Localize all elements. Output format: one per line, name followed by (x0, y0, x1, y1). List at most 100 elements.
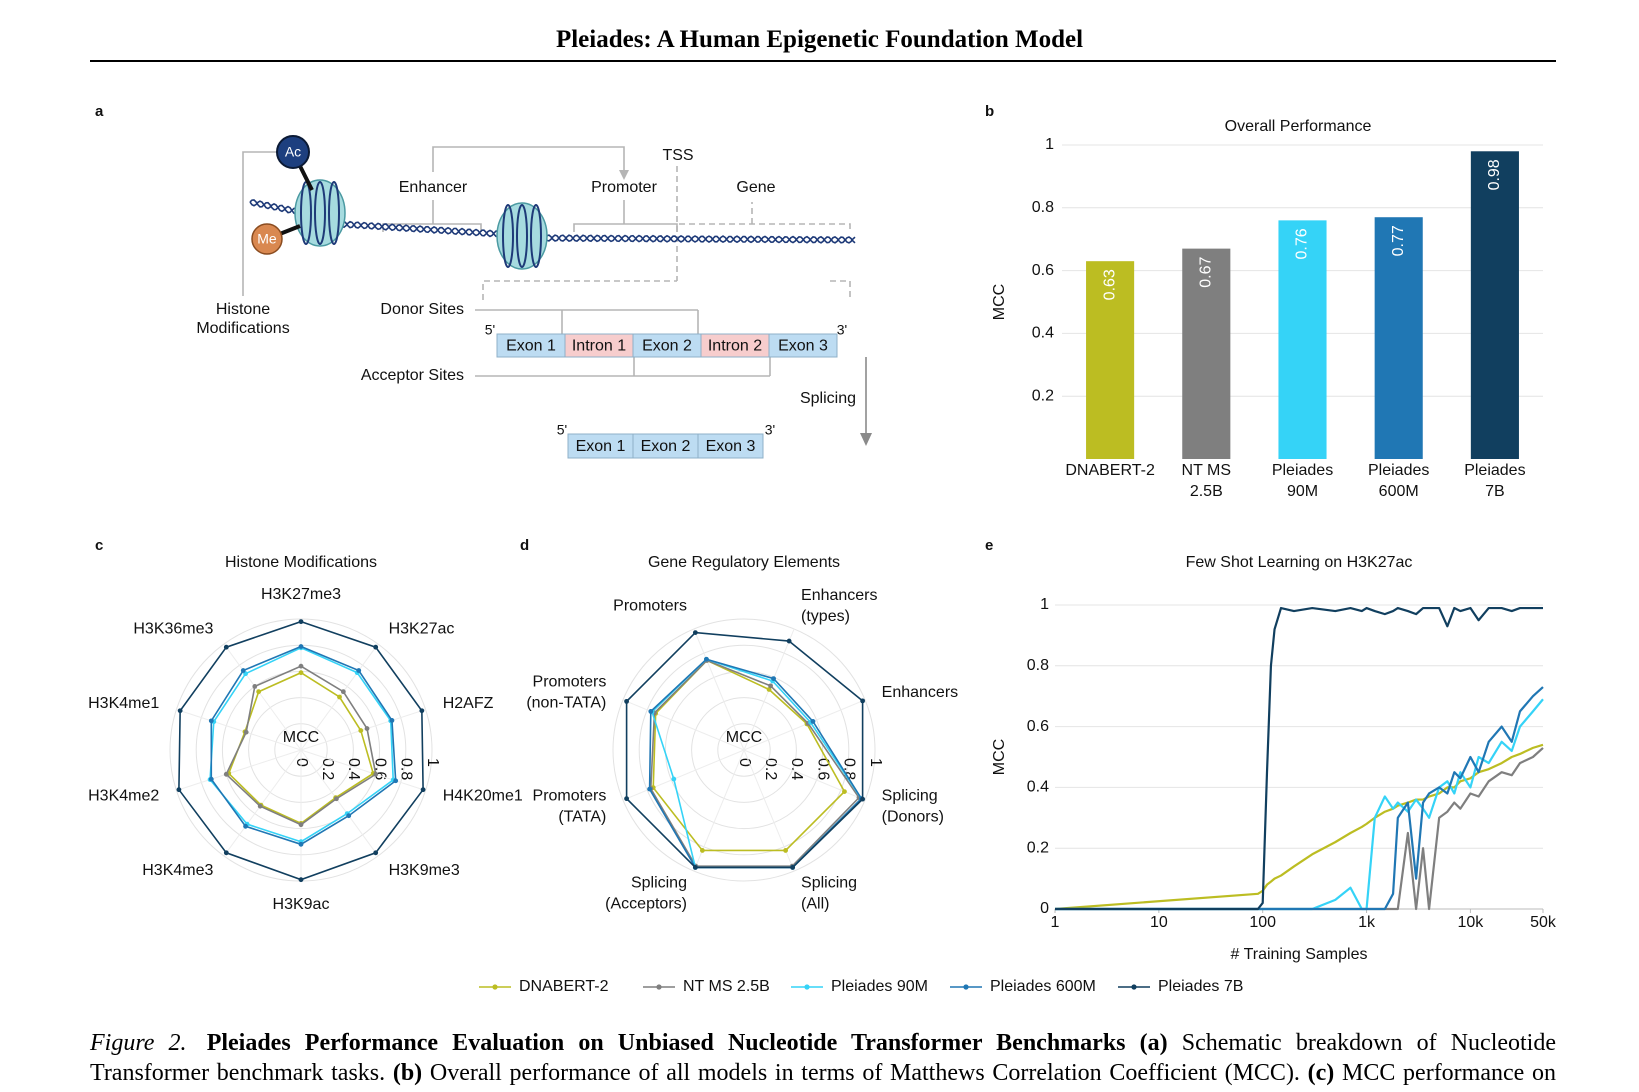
x-axis-label: # Training Samples (1231, 946, 1368, 963)
donor-label: Donor Sites (380, 301, 464, 318)
three-prime: 3' (837, 322, 847, 338)
grid-circle (612, 618, 876, 882)
axis-label: Promoters (533, 788, 607, 805)
x-tick-label: 1 (1051, 914, 1060, 931)
r-tick-label: 0.6 (814, 758, 831, 780)
radar-point (208, 718, 214, 724)
segment-label: Exon 2 (642, 338, 692, 355)
radar-point (208, 776, 214, 782)
axis-label: H3K4me1 (88, 695, 159, 712)
radar-point (223, 850, 229, 856)
x-tick-label: 7B (1485, 483, 1505, 500)
line-series (1055, 747, 1544, 911)
grid-circle (691, 697, 797, 803)
radar-line (652, 659, 846, 852)
promoter-bracket (573, 200, 678, 232)
splicing-label: Splicing (800, 390, 856, 407)
segment-label: Exon 3 (706, 438, 756, 455)
axis-label: H3K27me3 (261, 586, 341, 603)
radar-point (298, 619, 304, 625)
spoke (300, 749, 426, 791)
x-tick-label: 100 (1249, 914, 1276, 931)
spoke (300, 749, 379, 857)
radar-point (298, 663, 304, 669)
r-tick-label: 0.2 (319, 758, 336, 780)
radar-point (671, 776, 677, 782)
figure: Ac Me Histone Modifications Enhancer Pro… (88, 103, 1557, 995)
arrow-head (619, 170, 629, 180)
x-tick-label: 10k (1458, 914, 1485, 931)
caption: Figure 2. Pleiades Performance Evaluatio… (90, 1028, 1556, 1092)
donor-lines (475, 309, 699, 334)
axis-label: (TATA) (558, 809, 606, 826)
y-tick-label: 0.8 (1032, 199, 1054, 216)
legend-label: Pleiades 90M (831, 978, 928, 995)
y-tick-label: 0.6 (1032, 262, 1054, 279)
spoke (743, 699, 866, 751)
grid-circle (638, 644, 850, 856)
radar-point (240, 668, 246, 673)
grid-circle (717, 723, 771, 777)
radar-point (358, 728, 364, 733)
radar-point (243, 823, 248, 829)
axis-label: (Donors) (882, 809, 944, 826)
r-tick-label: 0.2 (762, 758, 779, 780)
radar-point (256, 689, 262, 695)
radar-point (771, 676, 776, 681)
axis-label: Enhancers (801, 587, 878, 604)
histone-label: Modifications (196, 320, 289, 337)
enhancer-bracket (382, 200, 482, 232)
radar-point (389, 718, 395, 723)
axis-label: Splicing (631, 874, 687, 891)
spoke (693, 628, 745, 751)
x-tick-label: 90M (1287, 483, 1318, 500)
five-prime: 5' (485, 322, 495, 338)
x-tick-label: 50k (1530, 914, 1557, 931)
y-tick-label: 0 (1040, 900, 1049, 917)
radar-point (176, 787, 182, 793)
r-axis-label: MCC (283, 729, 319, 746)
diagram-connectors (242, 146, 867, 436)
radar-point (766, 687, 772, 692)
bar-value-label: 0.98 (1486, 159, 1503, 190)
radar-point (298, 841, 304, 847)
legend-marker (492, 984, 498, 990)
radar-point (860, 796, 866, 802)
spoke (176, 749, 302, 791)
axis-label: Splicing (801, 874, 857, 891)
axis-label: Enhancers (882, 684, 959, 701)
panel-label: e (985, 537, 993, 554)
x-tick-label: 2.5B (1190, 483, 1223, 500)
exon-box (768, 333, 838, 358)
caption-text: MCC performance on histone modification … (90, 1060, 1556, 1092)
x-tick-label: 600M (1379, 483, 1419, 500)
x-tick-label: 1k (1358, 914, 1376, 931)
legend-label: Pleiades 7B (1158, 978, 1243, 995)
radar-point (692, 864, 698, 870)
axis-label: Promoters (613, 598, 687, 615)
radar-point (692, 630, 698, 636)
methyl-mark (251, 223, 283, 255)
x-tick-label: Pleiades (1368, 462, 1429, 479)
radar-point (298, 822, 304, 828)
histone-label: Histone (216, 301, 270, 318)
segment-label: Exon 3 (778, 338, 828, 355)
line-series (1055, 698, 1544, 911)
dna-wrap (314, 181, 326, 245)
axis-label: Promoters (533, 674, 607, 691)
bar-value-label: 0.67 (1198, 257, 1215, 288)
radar-point (648, 708, 654, 714)
line-series (1055, 606, 1543, 911)
chart-title: Gene Regulatory Elements (648, 554, 840, 571)
axis-label: (Acceptors) (605, 895, 687, 912)
x-tick-label: 10 (1150, 914, 1168, 931)
caption-text: Pleiades Performance Evaluation on Unbia… (206, 1030, 1126, 1056)
radar-point (373, 850, 379, 856)
spoke (622, 699, 745, 751)
axis-label: (All) (801, 895, 829, 912)
y-tick-label: 1 (1045, 136, 1054, 153)
chart-title: Overall Performance (1225, 118, 1372, 135)
me-label: Me (257, 231, 277, 247)
y-tick-label: 0.4 (1027, 779, 1049, 796)
